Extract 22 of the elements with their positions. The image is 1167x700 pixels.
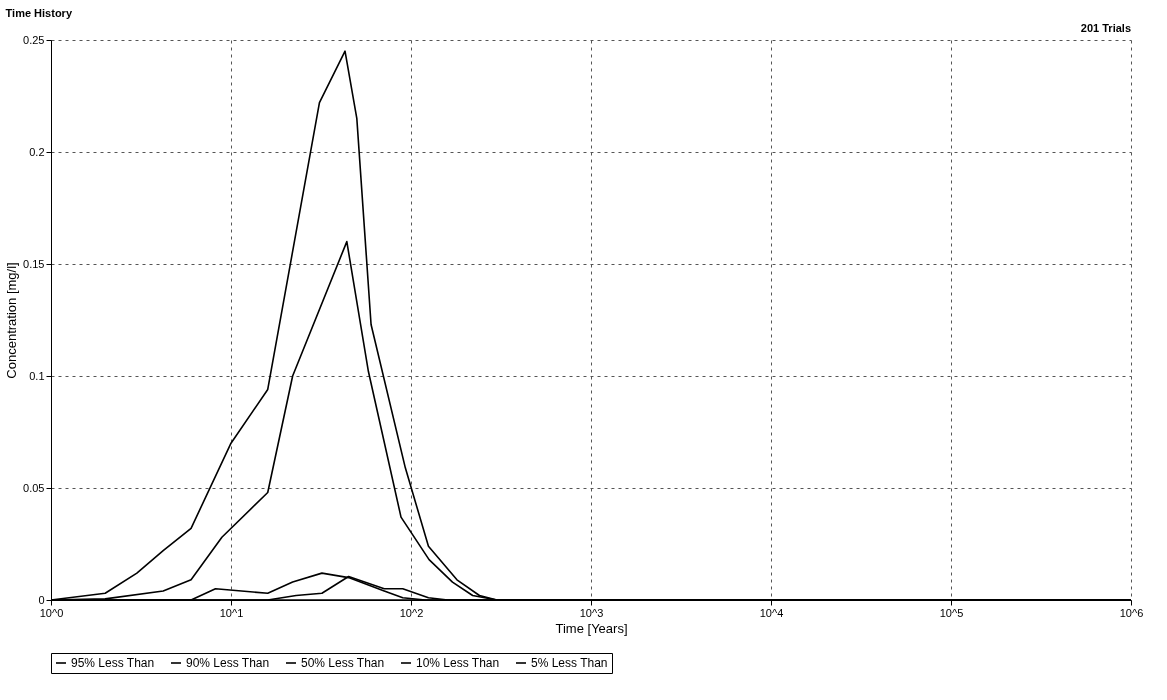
x-tick-label: 10^2	[399, 606, 424, 619]
y-tick-label: 0.2	[29, 145, 45, 158]
y-tick-label: 0.25	[23, 33, 45, 46]
x-tick-label: 10^5	[939, 606, 964, 619]
x-tick-label: 10^1	[219, 606, 244, 619]
y-tick-label: 0.1	[29, 369, 45, 382]
y-tick-label: 0.15	[23, 257, 45, 270]
x-axis-title: Time [Years]	[555, 620, 628, 636]
y-axis-title: Concentration [mg/l]	[4, 262, 20, 379]
y-tick-label: 0.05	[23, 481, 45, 494]
legend-label: 5% Less Than	[531, 656, 608, 670]
legend-label: 50% Less Than	[301, 656, 385, 670]
x-tick-label: 10^6	[1119, 606, 1144, 619]
legend-label: 95% Less Than	[71, 656, 155, 670]
x-tick-label: 10^0	[39, 606, 64, 619]
legend-label: 10% Less Than	[416, 656, 500, 670]
chart-title: Time History	[5, 7, 73, 19]
x-tick-label: 10^3	[579, 606, 604, 619]
y-tick-label: 0	[38, 593, 45, 606]
legend-label: 90% Less Than	[186, 656, 270, 670]
text: 201 Trials	[1080, 22, 1131, 34]
x-tick-label: 10^4	[759, 606, 784, 619]
